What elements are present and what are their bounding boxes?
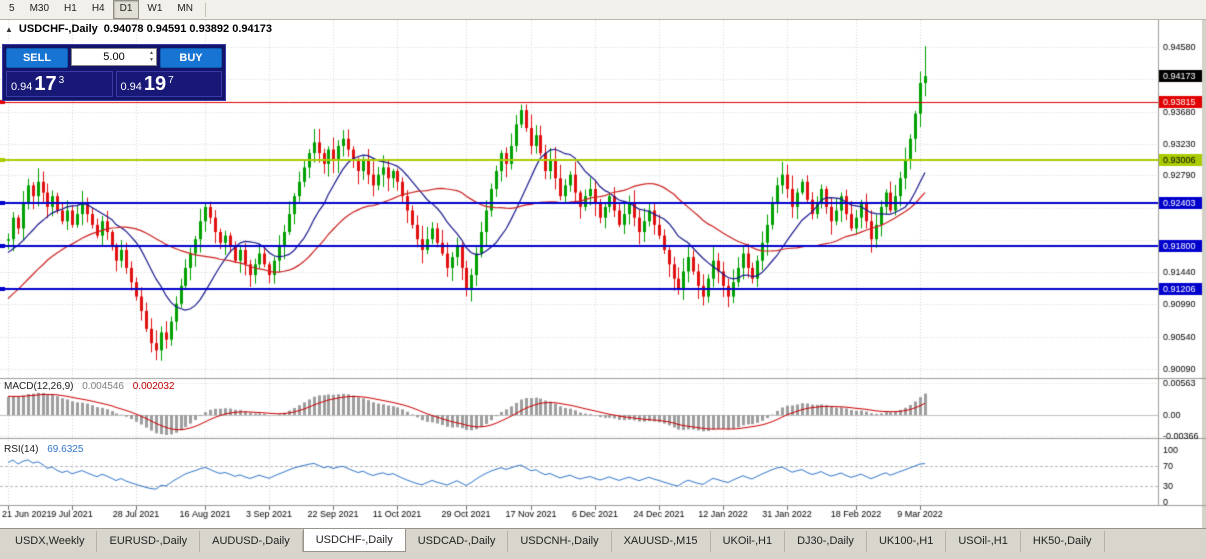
rsi-label: RSI(14) [4,444,39,455]
timeframe-button-d1[interactable]: D1 [112,0,140,19]
buy-price-display[interactable]: 0.94 19 7 [115,71,222,97]
volume-down-arrow[interactable]: ▼ [149,57,154,63]
chart-tab-usdx-weekly[interactable]: USDX,Weekly [3,531,98,552]
chart-tab-usoil-h1[interactable]: USOil-,H1 [946,531,1021,552]
trade-panel-controls: SELL 5.00 ▲ ▼ BUY [6,48,222,68]
chart-canvas[interactable] [0,20,1206,528]
sell-price-sup: 3 [58,75,65,86]
chart-tab-dj30-daily[interactable]: DJ30-,Daily [785,531,867,552]
chart-tab-usdcnh-daily[interactable]: USDCNH-,Daily [508,531,612,552]
buy-price-big: 19 [143,73,167,95]
chart-tab-xauusd-m15[interactable]: XAUUSD-,M15 [612,531,711,552]
sell-price-small: 0.94 [11,81,33,93]
chart-tab-hk50-daily[interactable]: HK50-,Daily [1021,531,1105,552]
rsi-pane-label: RSI(14) 69.6325 [4,444,83,455]
timeframe-button-5[interactable]: 5 [9,3,15,14]
timeframe-toolbar: 5 M30 H1 H4 D1 W1 MN [0,0,1206,20]
collapse-trade-panel-icon[interactable]: ▲ [5,24,13,34]
one-click-trade-panel: SELL 5.00 ▲ ▼ BUY 0.94 17 3 0.94 19 7 [2,44,226,101]
chart-tab-eurusd-daily[interactable]: EURUSD-,Daily [97,531,201,552]
rsi-value: 69.6325 [47,444,84,455]
volume-up-arrow[interactable]: ▲ [149,50,154,56]
macd-pane-label: MACD(12,26,9) 0.004546 0.002032 [4,381,174,392]
chart-tabs-bar: USDX,Weekly EURUSD-,Daily AUDUSD-,Daily USD… [0,528,1206,559]
timeframe-button-h1[interactable]: H1 [64,3,77,14]
macd-signal-value: 0.002032 [132,381,175,392]
chart-tab-usdchf-daily[interactable]: USDCHF-,Daily [302,529,406,552]
sell-button[interactable]: SELL [6,48,68,68]
timeframe-button-m30[interactable]: M30 [29,3,50,14]
chart-title: ▲ USDCHF-,Daily 0.94078 0.94591 0.93892 … [5,23,272,35]
timeframe-button-group: 5 M30 H1 H4 D1 W1 MN [2,0,200,19]
buy-button[interactable]: BUY [160,48,222,68]
volume-value: 5.00 [103,51,125,63]
macd-main-value: 0.004546 [82,381,124,392]
chart-title-ohlc: 0.94078 0.94591 0.93892 0.94173 [103,23,272,35]
volume-input[interactable]: 5.00 ▲ ▼ [71,48,157,66]
macd-label: MACD(12,26,9) [4,381,74,392]
buy-price-small: 0.94 [120,81,142,93]
toolbar-separator [204,2,206,17]
timeframe-button-mn[interactable]: MN [177,3,193,14]
chart-tab-usdcad-daily[interactable]: USDCAD-,Daily [406,531,509,552]
chart-title-symbol: USDCHF-,Daily [18,23,98,35]
sell-price-display[interactable]: 0.94 17 3 [6,71,113,97]
chart-tab-ukoil-h1[interactable]: UKOil-,H1 [711,531,786,552]
timeframe-button-w1[interactable]: W1 [147,3,163,14]
sell-price-big: 17 [34,73,57,95]
chart-tab-audusd-daily[interactable]: AUDUSD-,Daily [200,531,303,552]
chart-tab-uk100-h1[interactable]: UK100-,H1 [867,531,947,552]
buy-price-sup: 7 [168,75,174,86]
trade-panel-prices: 0.94 17 3 0.94 19 7 [6,71,222,97]
volume-spinner: ▲ ▼ [149,50,154,64]
timeframe-button-h4[interactable]: H4 [91,3,105,14]
